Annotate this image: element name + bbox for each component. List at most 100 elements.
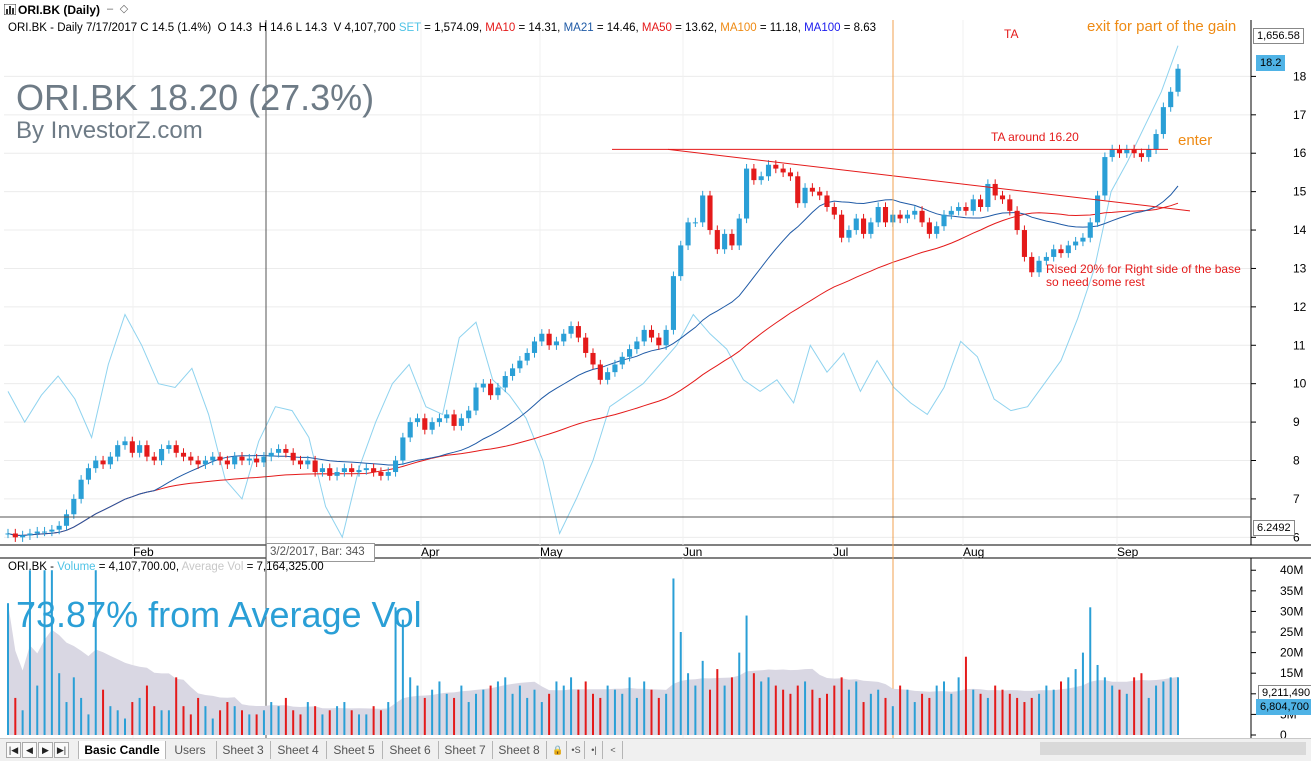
volume-bar bbox=[336, 706, 339, 735]
volume-bar bbox=[928, 697, 931, 735]
volume-bar bbox=[131, 702, 134, 735]
candle-body bbox=[1080, 237, 1086, 242]
volume-bar bbox=[891, 706, 894, 735]
candle-body bbox=[919, 210, 925, 223]
sheet-tab-4[interactable]: Sheet 5 bbox=[326, 741, 383, 759]
volume-legend-item-0: ORI.BK - bbox=[8, 561, 58, 573]
volume-bar bbox=[1089, 607, 1092, 735]
volume-bar bbox=[833, 685, 836, 735]
candle-body bbox=[648, 329, 655, 338]
sheet-tab-2[interactable]: Sheet 3 bbox=[216, 741, 271, 759]
volume-bar bbox=[197, 697, 200, 735]
sheet-tab-1[interactable]: Users bbox=[164, 741, 217, 759]
candle-body bbox=[268, 452, 274, 457]
restore-button[interactable]: ◇ bbox=[119, 3, 129, 15]
volume-bar bbox=[818, 697, 821, 735]
annotation-rest-line1: Rised 20% for Right side of the base bbox=[1046, 262, 1241, 276]
candle-body bbox=[780, 168, 786, 173]
volume-bar bbox=[321, 714, 324, 735]
candle-body bbox=[831, 207, 837, 215]
avg-volume-tag-b: 6,804,700 bbox=[1256, 699, 1311, 715]
candle-body bbox=[561, 333, 567, 342]
volume-bar bbox=[643, 681, 646, 735]
candle-body bbox=[100, 460, 106, 465]
price-legend: ORI.BK - Daily 7/17/2017 C 14.5 (1.4%) O… bbox=[8, 22, 876, 34]
candle-body bbox=[736, 218, 742, 246]
candle-body bbox=[129, 441, 135, 453]
sheet-nav-button-0[interactable]: |◀ bbox=[6, 742, 21, 758]
volume-tick-label: 35M bbox=[1280, 584, 1303, 598]
candle-body bbox=[634, 341, 640, 350]
volume-bar bbox=[226, 702, 229, 735]
horizontal-scrollbar[interactable] bbox=[1040, 742, 1306, 755]
volume-bar bbox=[65, 702, 68, 735]
sheet-tab-0[interactable]: Basic Candle bbox=[78, 741, 166, 759]
minimize-button[interactable]: – bbox=[106, 3, 114, 15]
candle-body bbox=[246, 458, 252, 461]
sheet-nav-button-1[interactable]: ◀ bbox=[22, 742, 37, 758]
sheet-nav-button-3[interactable]: ▶| bbox=[54, 742, 69, 758]
candle-body bbox=[202, 460, 208, 465]
price-legend-item-0: ORI.BK - Daily 7/17/2017 C 14.5 (1.4%) O… bbox=[8, 22, 399, 34]
candle-body bbox=[714, 230, 720, 250]
price-tick-label: 10 bbox=[1293, 377, 1307, 391]
candle-body bbox=[319, 468, 325, 473]
volume-bar bbox=[328, 710, 331, 735]
sheet-tab-6[interactable]: Sheet 7 bbox=[438, 741, 493, 759]
volume-bar bbox=[921, 693, 924, 735]
candle-body bbox=[802, 187, 808, 204]
sheet-tool-button-0[interactable]: 🔒 bbox=[550, 741, 567, 759]
sheet-tool-button-1[interactable]: •S bbox=[568, 741, 585, 759]
volume-bar bbox=[160, 710, 163, 735]
volume-bar bbox=[255, 714, 258, 735]
candle-body bbox=[400, 437, 406, 461]
volume-bar bbox=[811, 689, 814, 735]
candle-body bbox=[948, 210, 954, 215]
volume-bar bbox=[1125, 693, 1128, 735]
volume-bar bbox=[1147, 697, 1150, 735]
candle-body bbox=[188, 456, 194, 461]
volume-bar bbox=[972, 689, 975, 735]
candle-body bbox=[627, 349, 633, 357]
volume-bar bbox=[1140, 673, 1143, 735]
last-price-tag: 18.2 bbox=[1256, 55, 1286, 71]
volume-bar bbox=[445, 693, 448, 735]
candle-body bbox=[1160, 107, 1166, 135]
candlestick-chart[interactable]: 6 7 8 9 10 11 12 13 14 15 16 17 18 Feb Apr May Jun Jul Aug… bbox=[0, 0, 1311, 738]
candle-body bbox=[34, 531, 40, 534]
volume-bar bbox=[87, 714, 90, 735]
volume-bar bbox=[1060, 681, 1062, 735]
sheet-tab-bar: |◀ ◀ ▶ ▶| Basic Candle Users Sheet 3 Sheet 4 She… bbox=[0, 738, 1311, 761]
annotation-exit: exit for part of the gain bbox=[1087, 18, 1237, 35]
volume-bar bbox=[394, 607, 397, 735]
candle-body bbox=[590, 352, 596, 365]
sheet-tab-3[interactable]: Sheet 4 bbox=[270, 741, 327, 759]
candle-body bbox=[495, 387, 501, 396]
sheet-nav-button-2[interactable]: ▶ bbox=[38, 742, 53, 758]
candle-body bbox=[115, 445, 121, 457]
volume-bar bbox=[233, 706, 236, 735]
volume-big-text: 73.87% from Average Vol bbox=[16, 594, 422, 635]
candle-body bbox=[765, 164, 772, 177]
candle-body bbox=[809, 187, 815, 192]
volume-bar bbox=[358, 714, 360, 735]
volume-bar bbox=[738, 652, 741, 735]
volume-legend-item-2: = 4,107,700.00, bbox=[95, 561, 182, 573]
candle-body bbox=[1007, 199, 1013, 211]
candle-body bbox=[290, 452, 296, 461]
sheet-tool-button-2[interactable]: •| bbox=[586, 741, 603, 759]
sheet-tab-5[interactable]: Sheet 6 bbox=[382, 741, 439, 759]
sheet-tab-7[interactable]: Sheet 8 bbox=[492, 741, 547, 759]
price-legend-item-12: = 8.63 bbox=[840, 22, 877, 34]
volume-bar bbox=[679, 632, 682, 735]
volume-bar bbox=[496, 681, 499, 735]
candle-body bbox=[1051, 249, 1057, 257]
candle-body bbox=[1087, 222, 1093, 238]
candle-body bbox=[605, 372, 611, 380]
volume-bar bbox=[219, 710, 222, 735]
volume-bar bbox=[401, 619, 404, 735]
sheet-tool-button-3[interactable]: < bbox=[604, 741, 623, 759]
volume-bar bbox=[599, 697, 602, 735]
candle-body bbox=[385, 472, 391, 476]
volume-bar bbox=[379, 710, 382, 735]
